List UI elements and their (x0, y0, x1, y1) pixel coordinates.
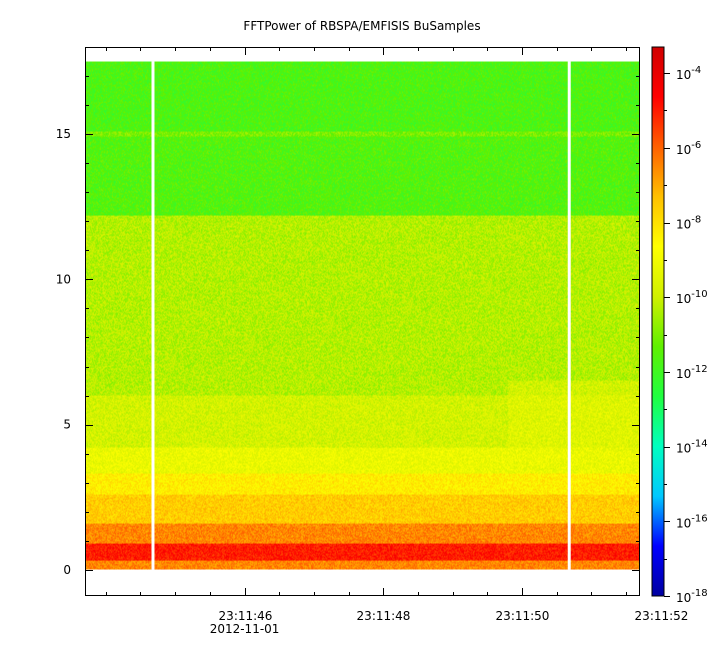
chart-title: FFTPower of RBSPA/EMFISIS BuSamples (243, 19, 480, 33)
data-gap-line (151, 61, 155, 570)
spectrogram-image (85, 61, 640, 570)
colorbar-tick-label: 10-18 (676, 588, 708, 605)
y-tick-label: 5 (63, 418, 71, 432)
x-tick-label: 23:11:50 (496, 609, 550, 623)
x-tick-label: 23:11:46 (219, 609, 273, 623)
y-axis: 0 5 10 15 (56, 76, 640, 577)
data-gaps (151, 61, 571, 570)
colorbar-tick-label: 10-14 (676, 439, 708, 456)
y-tick-label: 15 (56, 127, 71, 141)
colorbar: 10-4 10-6 10-8 10-10 10-12 10-14 10-16 10-18 (651, 46, 708, 605)
x-axis-date-label: 2012-11-01 (210, 622, 280, 636)
colorbar-tick-label: 10-10 (676, 289, 708, 306)
x-axis: 23:11:46 23:11:48 23:11:50 23:11:52 (106, 47, 689, 623)
x-tick-label: 23:11:48 (357, 609, 411, 623)
x-tick-label: 23:11:52 (635, 609, 689, 623)
colorbar-tick-label: 10-16 (676, 513, 708, 530)
colorbar-tick-label: 10-8 (676, 215, 701, 232)
colorbar-gradient (651, 46, 665, 597)
data-gap-line (567, 61, 571, 570)
y-tick-label: 0 (63, 563, 71, 577)
spectrogram-raster (85, 61, 640, 570)
y-tick-label: 10 (56, 272, 71, 286)
plot-frame (85, 47, 640, 596)
colorbar-tick-label: 10-6 (676, 140, 701, 157)
colorbar-tick-label: 10-4 (676, 65, 701, 82)
colorbar-tick-label: 10-12 (676, 364, 708, 381)
